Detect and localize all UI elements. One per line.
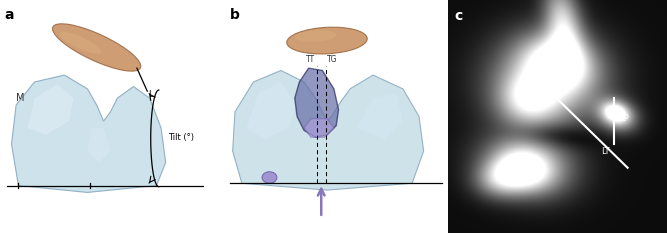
Text: LP: LP <box>619 114 628 123</box>
Text: c: c <box>455 9 463 23</box>
Text: LT: LT <box>602 147 610 156</box>
Polygon shape <box>247 82 297 140</box>
Text: TG: TG <box>327 55 338 64</box>
Polygon shape <box>295 68 338 137</box>
Ellipse shape <box>262 172 277 183</box>
Text: M: M <box>16 93 25 103</box>
Text: a: a <box>5 8 14 22</box>
Ellipse shape <box>295 30 336 42</box>
Ellipse shape <box>53 24 141 71</box>
Text: L: L <box>149 90 153 99</box>
Polygon shape <box>304 119 334 137</box>
Text: TT: TT <box>306 55 315 64</box>
Ellipse shape <box>59 32 101 54</box>
Polygon shape <box>233 70 424 190</box>
Polygon shape <box>357 93 403 140</box>
Ellipse shape <box>287 27 368 54</box>
Text: b: b <box>230 8 240 22</box>
Polygon shape <box>27 84 73 135</box>
Polygon shape <box>87 128 111 163</box>
Text: Tilt (°): Tilt (°) <box>168 133 194 142</box>
Polygon shape <box>11 75 165 192</box>
